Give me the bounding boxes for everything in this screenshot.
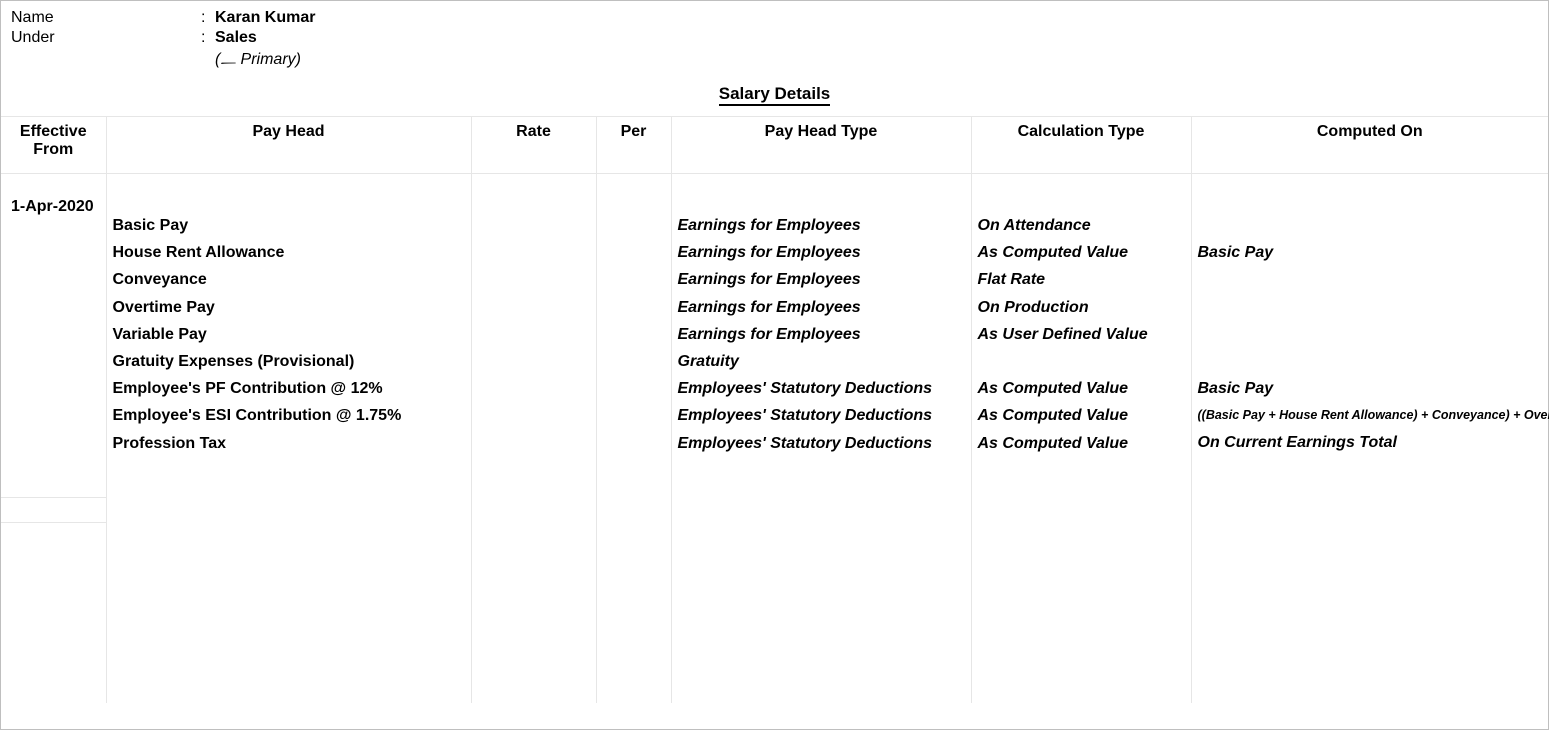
pay-head-item[interactable]: Employee's ESI Contribution @ 1.75% — [113, 402, 465, 429]
table-header-row: Effective From Pay Head Rate Per Pay Hea… — [1, 117, 1548, 174]
calculation-type-item: As User Defined Value — [978, 321, 1185, 348]
cell-per[interactable] — [596, 174, 671, 463]
rate-item[interactable] — [478, 212, 590, 239]
rate-item[interactable] — [478, 375, 590, 402]
computed-on-item: On Current Earnings Total — [1198, 429, 1543, 456]
per-item[interactable] — [603, 348, 665, 375]
computed-on-item — [1198, 266, 1543, 293]
computed-on-item: Basic Pay — [1198, 239, 1543, 266]
col-per: Per — [596, 117, 671, 174]
pay-head-item[interactable]: Variable Pay — [113, 321, 465, 348]
name-label: Name — [11, 9, 201, 27]
section-title-text: Salary Details — [719, 84, 831, 106]
pay-head-item[interactable]: Conveyance — [113, 266, 465, 293]
cell-effective-from[interactable]: 1-Apr-2020 — [1, 174, 106, 463]
per-item[interactable] — [603, 402, 665, 429]
pay-head-type-item: Employees' Statutory Deductions — [678, 430, 965, 457]
per-item[interactable] — [603, 430, 665, 457]
pay-head-item[interactable]: Employee's PF Contribution @ 12% — [113, 375, 465, 402]
col-computed-on: Computed On — [1191, 117, 1548, 174]
calculation-type-item: Flat Rate — [978, 266, 1185, 293]
col-rate: Rate — [471, 117, 596, 174]
per-item[interactable] — [603, 294, 665, 321]
col-effective-from: Effective From — [1, 117, 106, 174]
calculation-type-item: On Attendance — [978, 212, 1185, 239]
cell-rate[interactable] — [471, 174, 596, 463]
rate-item[interactable] — [478, 239, 590, 266]
col-calculation-type: Calculation Type — [971, 117, 1191, 174]
rate-item[interactable] — [478, 348, 590, 375]
employee-header: Name : Karan Kumar Under : Sales (᎗ Prim… — [1, 1, 1548, 117]
under-value[interactable]: Sales — [215, 29, 257, 47]
cell-computed-on: Basic Pay Basic Pay((Basic Pay + House R… — [1191, 174, 1548, 463]
computed-on-item — [1198, 212, 1543, 239]
under-label: Under — [11, 29, 201, 47]
pay-head-item[interactable]: Gratuity Expenses (Provisional) — [113, 348, 465, 375]
rate-item[interactable] — [478, 430, 590, 457]
colon: : — [201, 29, 215, 47]
col-pay-head-type: Pay Head Type — [671, 117, 971, 174]
per-item[interactable] — [603, 321, 665, 348]
per-item[interactable] — [603, 375, 665, 402]
under-row: Under : Sales — [11, 29, 1538, 47]
rate-item[interactable] — [478, 294, 590, 321]
pay-head-type-item: Gratuity — [678, 348, 965, 375]
cell-calculation-type: On AttendanceAs Computed ValueFlat RateO… — [971, 174, 1191, 463]
pay-head-type-item: Employees' Statutory Deductions — [678, 402, 965, 429]
salary-table: Effective From Pay Head Rate Per Pay Hea… — [1, 117, 1548, 703]
pay-head-type-item: Employees' Statutory Deductions — [678, 375, 965, 402]
col-pay-head: Pay Head — [106, 117, 471, 174]
table-filler-row — [1, 463, 1548, 703]
calculation-type-item: On Production — [978, 294, 1185, 321]
cell-pay-head-type: Earnings for EmployeesEarnings for Emplo… — [671, 174, 971, 463]
name-value[interactable]: Karan Kumar — [215, 9, 315, 27]
computed-on-item: Basic Pay — [1198, 375, 1543, 402]
pay-head-item[interactable]: Overtime Pay — [113, 294, 465, 321]
rate-item[interactable] — [478, 266, 590, 293]
pay-head-type-item: Earnings for Employees — [678, 321, 965, 348]
per-item[interactable] — [603, 212, 665, 239]
calculation-type-item: As Computed Value — [978, 402, 1185, 429]
pay-head-type-item: Earnings for Employees — [678, 239, 965, 266]
pay-head-type-item: Earnings for Employees — [678, 266, 965, 293]
pay-head-item[interactable]: Profession Tax — [113, 430, 465, 457]
calculation-type-item: As Computed Value — [978, 430, 1185, 457]
table-body-row: 1-Apr-2020 Basic PayHouse Rent Allowance… — [1, 174, 1548, 463]
pay-head-type-item: Earnings for Employees — [678, 294, 965, 321]
effective-from-next-marker[interactable] — [1, 497, 106, 523]
computed-on-item — [1198, 348, 1543, 375]
computed-on-item — [1198, 294, 1543, 321]
under-sub: (᎗ Primary) — [215, 49, 1538, 70]
cell-pay-head[interactable]: Basic PayHouse Rent AllowanceConveyanceO… — [106, 174, 471, 463]
per-item[interactable] — [603, 266, 665, 293]
per-item[interactable] — [603, 239, 665, 266]
colon: : — [201, 9, 215, 27]
computed-on-item: ((Basic Pay + House Rent Allowance) + Co… — [1198, 402, 1543, 428]
name-row: Name : Karan Kumar — [11, 9, 1538, 27]
pay-head-item[interactable]: House Rent Allowance — [113, 239, 465, 266]
calculation-type-item: As Computed Value — [978, 239, 1185, 266]
rate-item[interactable] — [478, 402, 590, 429]
section-title: Salary Details — [11, 84, 1538, 104]
calculation-type-item — [978, 348, 1185, 375]
rate-item[interactable] — [478, 321, 590, 348]
calculation-type-item: As Computed Value — [978, 375, 1185, 402]
salary-details-window: Name : Karan Kumar Under : Sales (᎗ Prim… — [0, 0, 1549, 730]
computed-on-item — [1198, 321, 1543, 348]
effective-date[interactable]: 1-Apr-2020 — [7, 180, 100, 216]
pay-head-type-item: Earnings for Employees — [678, 212, 965, 239]
pay-head-item[interactable]: Basic Pay — [113, 212, 465, 239]
